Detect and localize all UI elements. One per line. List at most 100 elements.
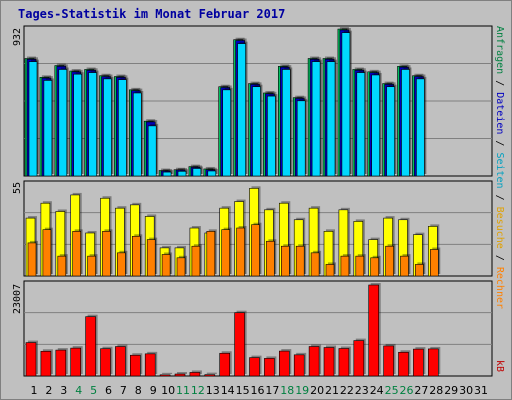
x-tick-label-11: 11 xyxy=(176,384,190,397)
bar-kbytes-25 xyxy=(383,345,394,377)
bar-pages-8 xyxy=(133,92,142,177)
bar-pages-2 xyxy=(43,80,53,177)
bar-pages-27 xyxy=(416,78,425,177)
x-tick-label-28: 28 xyxy=(429,384,443,397)
bar-kbytes-26 xyxy=(398,351,409,377)
bar-pages-9 xyxy=(147,125,157,177)
bar-sites-14 xyxy=(221,229,230,277)
bar-kbytes-22 xyxy=(338,348,350,377)
bar-sites-12 xyxy=(191,245,201,277)
bar-pages-21 xyxy=(326,61,336,177)
bar-kbytes-13-shadow xyxy=(206,372,217,374)
bar-kbytes-3 xyxy=(55,349,67,377)
x-tick-label-24: 24 xyxy=(370,384,384,397)
x-tick-label-12: 12 xyxy=(191,384,205,397)
x-tick-label-8: 8 xyxy=(135,384,142,397)
bar-pages-17 xyxy=(267,95,276,177)
chart-title: Tages-Statistik im Monat Februar 2017 xyxy=(18,7,286,21)
bar-pages-24 xyxy=(371,74,381,177)
bar-sites-27 xyxy=(415,264,424,277)
x-tick-label-10: 10 xyxy=(161,384,175,397)
x-tick-label-21: 21 xyxy=(325,384,339,397)
x-tick-label-29: 29 xyxy=(444,384,458,397)
bar-kbytes-7 xyxy=(115,346,126,377)
x-tick-label-14: 14 xyxy=(221,384,235,397)
bar-kbytes-19 xyxy=(293,354,305,377)
bar-kbytes-23 xyxy=(353,340,365,377)
bar-kbytes-2 xyxy=(40,350,52,377)
bar-sites-25 xyxy=(385,245,394,277)
bar-pages-23 xyxy=(356,72,366,177)
bar-sites-26 xyxy=(400,255,409,277)
bar-sites-11 xyxy=(176,257,186,277)
bar-kbytes-9 xyxy=(144,353,156,377)
x-tick-label-20: 20 xyxy=(310,384,324,397)
x-tick-label-9: 9 xyxy=(150,384,157,397)
bar-sites-8 xyxy=(132,235,141,277)
x-tick-label-17: 17 xyxy=(265,384,279,397)
bar-pages-18 xyxy=(281,69,291,177)
bar-kbytes-27 xyxy=(413,348,424,377)
bar-sites-21 xyxy=(325,264,335,277)
bar-pages-4 xyxy=(73,73,82,177)
x-tick-label-18: 18 xyxy=(280,384,294,397)
x-tick-label-2: 2 xyxy=(45,384,52,397)
bar-kbytes-6 xyxy=(100,348,111,377)
bar-pages-5 xyxy=(88,72,97,177)
bar-kbytes-1 xyxy=(25,342,37,377)
bar-sites-28 xyxy=(429,249,439,277)
bar-sites-22 xyxy=(340,255,350,277)
x-tick-label-25: 25 xyxy=(385,384,399,397)
bar-kbytes-10 xyxy=(159,374,171,377)
bar-sites-9 xyxy=(146,239,156,277)
bar-pages-16 xyxy=(252,86,261,177)
x-tick-label-3: 3 xyxy=(60,384,67,397)
bar-kbytes-12 xyxy=(189,372,201,377)
bar-kbytes-14 xyxy=(219,352,230,377)
x-tick-label-26: 26 xyxy=(400,384,414,397)
bar-pages-12 xyxy=(192,168,202,177)
bar-sites-5 xyxy=(87,255,96,277)
bar-kbytes-24 xyxy=(368,284,380,377)
x-tick-label-4: 4 xyxy=(75,384,82,397)
bar-pages-10 xyxy=(162,171,172,177)
bar-pages-15 xyxy=(237,43,246,177)
bar-kbytes-5 xyxy=(85,316,96,377)
x-tick-label-27: 27 xyxy=(414,384,428,397)
bar-sites-2 xyxy=(42,229,52,277)
x-tick-label-7: 7 xyxy=(120,384,127,397)
bar-pages-3 xyxy=(58,69,68,177)
bar-sites-10 xyxy=(161,254,171,277)
bar-pages-7 xyxy=(118,79,127,177)
bar-kbytes-13 xyxy=(204,374,216,377)
bar-kbytes-10-shadow xyxy=(162,372,173,374)
x-tick-label-31: 31 xyxy=(474,384,488,397)
x-tick-label-19: 19 xyxy=(295,384,309,397)
bar-sites-4 xyxy=(72,231,81,277)
bar-sites-16 xyxy=(251,224,260,277)
bar-sites-3 xyxy=(57,255,67,277)
bar-kbytes-16 xyxy=(249,357,260,377)
bar-sites-23 xyxy=(355,255,365,277)
x-tick-label-1: 1 xyxy=(31,384,38,397)
bar-pages-25 xyxy=(386,86,395,177)
bar-pages-14 xyxy=(222,89,231,177)
x-tick-label-5: 5 xyxy=(90,384,97,397)
x-tick-label-13: 13 xyxy=(206,384,220,397)
bar-pages-26 xyxy=(401,69,410,177)
bar-kbytes-20 xyxy=(308,346,320,377)
bar-sites-20 xyxy=(310,252,320,277)
bar-kbytes-8 xyxy=(130,354,141,377)
bar-sites-24 xyxy=(370,257,380,277)
bar-kbytes-15 xyxy=(234,312,245,377)
bar-kbytes-17 xyxy=(264,358,275,377)
bar-pages-19 xyxy=(296,100,306,177)
bar-sites-6 xyxy=(102,231,111,277)
bar-pages-13 xyxy=(207,170,217,177)
bar-pages-11 xyxy=(177,171,187,177)
x-tick-label-30: 30 xyxy=(459,384,473,397)
bar-pages-1 xyxy=(28,61,38,177)
bar-kbytes-21 xyxy=(323,347,335,377)
bar-pages-6 xyxy=(103,78,112,177)
